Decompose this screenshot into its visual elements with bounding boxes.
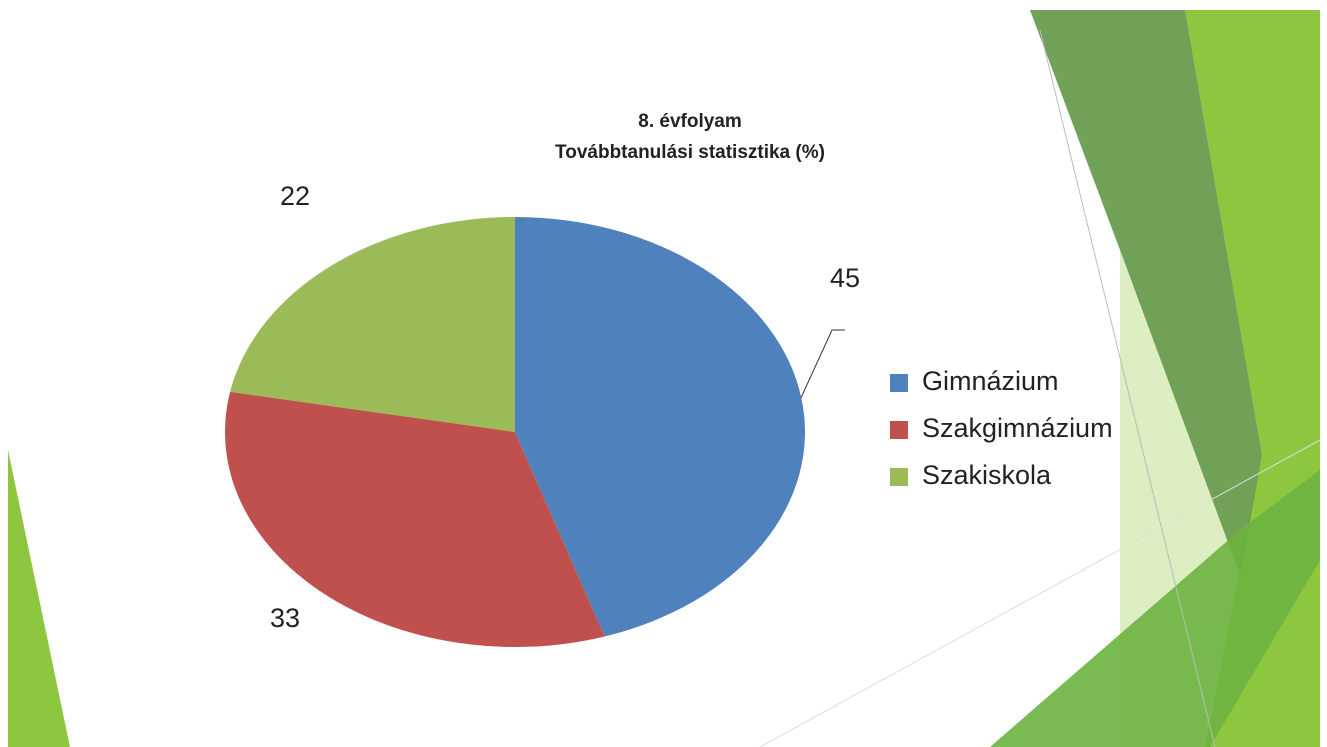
chart-subtitle: Továbbtanulási statisztika (%) — [555, 142, 825, 163]
legend-swatch — [890, 374, 908, 392]
legend-swatch — [890, 468, 908, 486]
pie-slice — [515, 217, 805, 637]
legend-label: Gimnázium — [922, 366, 1059, 396]
legend-label: Szakgimnázium — [922, 413, 1113, 443]
legend-swatch — [890, 421, 908, 439]
decoration — [8, 10, 1321, 747]
data-label: 33 — [270, 603, 300, 633]
data-label: 45 — [830, 263, 860, 293]
pie-slice — [224, 391, 605, 647]
leader-line — [799, 329, 845, 401]
legend-label: Szakiskola — [922, 460, 1052, 490]
data-label: 22 — [280, 181, 310, 211]
pie-slice — [230, 217, 515, 432]
chart-title: 8. évfolyam — [638, 111, 742, 132]
